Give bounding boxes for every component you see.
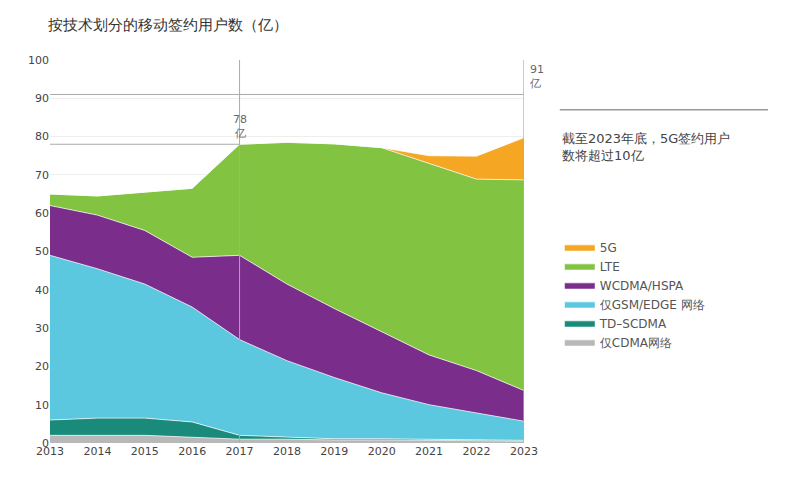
svg-text:20: 20 bbox=[35, 360, 49, 373]
svg-text:50: 50 bbox=[35, 245, 49, 258]
svg-text:2023: 2023 bbox=[510, 445, 538, 458]
svg-text:78亿: 78亿 bbox=[233, 113, 247, 140]
svg-text:仅GSM/EDGE 网络: 仅GSM/EDGE 网络 bbox=[600, 298, 705, 312]
svg-text:2015: 2015 bbox=[131, 445, 159, 458]
svg-text:70: 70 bbox=[35, 169, 49, 182]
svg-text:2013: 2013 bbox=[36, 445, 64, 458]
svg-text:2016: 2016 bbox=[178, 445, 206, 458]
svg-text:2020: 2020 bbox=[368, 445, 396, 458]
svg-text:2021: 2021 bbox=[415, 445, 443, 458]
svg-text:30: 30 bbox=[35, 322, 49, 335]
svg-text:2019: 2019 bbox=[320, 445, 348, 458]
svg-text:2014: 2014 bbox=[83, 445, 111, 458]
svg-text:TD–SCDMA: TD–SCDMA bbox=[599, 317, 667, 331]
svg-text:10: 10 bbox=[35, 399, 49, 412]
svg-text:截至2023年底，5G签约用户数将超过10亿: 截至2023年底，5G签约用户数将超过10亿 bbox=[562, 131, 730, 163]
svg-text:90: 90 bbox=[35, 92, 49, 105]
svg-text:2022: 2022 bbox=[462, 445, 490, 458]
svg-text:60: 60 bbox=[35, 207, 49, 220]
svg-text:80: 80 bbox=[35, 130, 49, 143]
svg-text:2018: 2018 bbox=[273, 445, 301, 458]
svg-text:按技术划分的移动签约用户数（亿）: 按技术划分的移动签约用户数（亿） bbox=[48, 16, 288, 34]
svg-text:2017: 2017 bbox=[226, 445, 254, 458]
svg-text:WCDMA/HSPA: WCDMA/HSPA bbox=[600, 279, 684, 293]
svg-text:91亿: 91亿 bbox=[529, 63, 544, 90]
svg-text:LTE: LTE bbox=[600, 260, 620, 274]
svg-text:仅CDMA网络: 仅CDMA网络 bbox=[600, 336, 672, 350]
svg-text:0: 0 bbox=[42, 437, 49, 450]
svg-text:5G: 5G bbox=[600, 241, 617, 255]
svg-text:100: 100 bbox=[28, 54, 49, 67]
svg-text:40: 40 bbox=[35, 284, 49, 297]
